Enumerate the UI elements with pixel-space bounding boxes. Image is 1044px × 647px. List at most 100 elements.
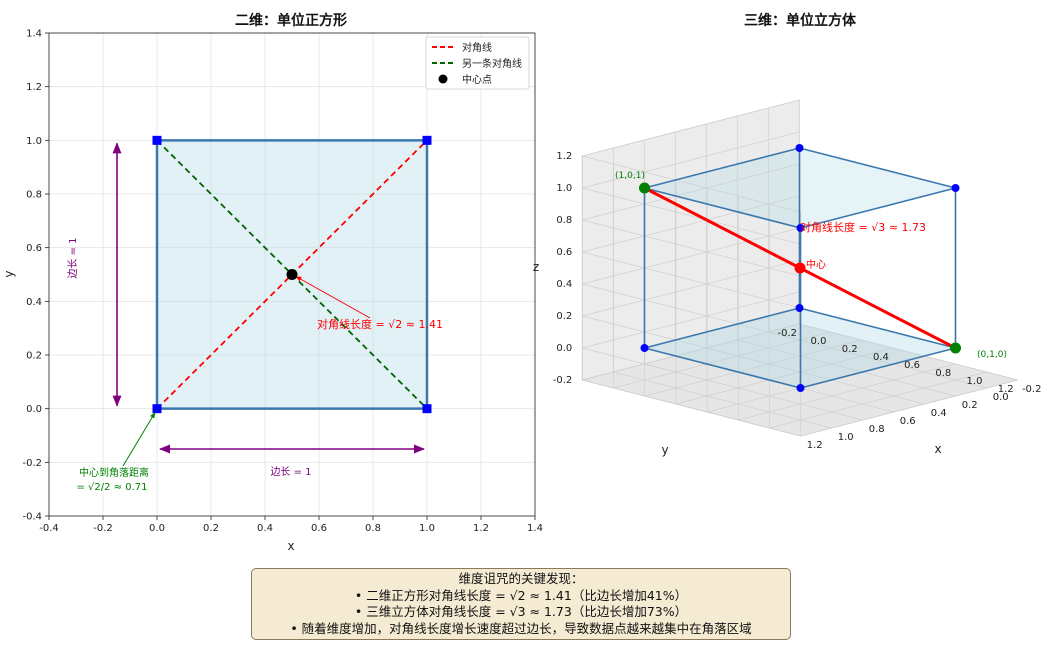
center-label-3d: 中心 (806, 258, 826, 271)
cube-vertex-marker (795, 304, 804, 312)
tick-label-x-3d: 0.8 (869, 424, 885, 435)
tick-label-y-3d: 1.0 (967, 376, 983, 387)
ticks-3d: -0.2 -0.2 -0.2 0.0 0.0 0.0 0.2 0.2 0.2 0.4 0.4 0.4 0… (553, 151, 1042, 451)
y-axis-label-2d: y (2, 270, 16, 277)
tick-label-x: 1.2 (473, 523, 489, 534)
square-vertex-marker (152, 404, 162, 414)
tick-label-x: 0.2 (203, 523, 219, 534)
legend-2d: 对角线 另一条对角线 中心点 (425, 36, 530, 90)
tick-label-x-3d: 1.2 (807, 440, 823, 451)
vertex-label-101: (1,0,1) (615, 171, 645, 181)
tick-label-x: 0.6 (311, 523, 327, 534)
tick-label-x: 1.4 (527, 523, 543, 534)
grid-3d (613, 371, 832, 429)
grid-3d (582, 227, 800, 285)
legend-center-label: 中心点 (462, 73, 492, 86)
ticks-2d: -0.4 -0.2 0.0 0.2 0.4 0.6 0.8 1.0 1.2 1.4 -0.4 -0.2… (22, 29, 542, 535)
tick-label-x: 0.4 (257, 523, 273, 534)
tick-label-x: 0.8 (365, 523, 381, 534)
grid-3d (582, 251, 801, 309)
grid-3d (706, 347, 925, 405)
cube-edge (799, 307, 956, 349)
chart-3d-title: 三维：单位立方体 (744, 12, 857, 29)
tick-label-y-3d: -0.2 (778, 328, 798, 339)
grid-3d (644, 363, 863, 421)
corner-distance-annotation-line1: 中心到角落距离 (79, 466, 149, 479)
tick-label-x-3d: 0.6 (900, 416, 916, 427)
diag-annotation-arrow (295, 276, 371, 319)
summary-box: 维度诅咒的关键发现： • 二维正方形对角线长度 = √2 ≈ 1.41（比边长增… (251, 568, 791, 640)
tick-label-y: 1.0 (26, 136, 42, 147)
corner-annotation-arrow (122, 412, 156, 467)
grid-3d (582, 163, 800, 221)
tick-label-y: 0.6 (26, 243, 42, 254)
tick-label-x-3d: 1.0 (838, 432, 854, 443)
grid-3d (582, 155, 801, 213)
tick-label-y-3d: 0.2 (842, 344, 858, 355)
tick-label-y: 0.2 (26, 351, 42, 362)
marks-2d (112, 135, 432, 467)
tick-label-y-3d: 0.8 (935, 368, 951, 379)
tick-label-x-3d: 0.4 (931, 408, 947, 419)
cube-vertex-marker (796, 384, 805, 392)
diag-length-annotation-3d: 对角线长度 = √3 ≈ 1.73 (800, 220, 926, 234)
tick-label-x-3d: 0.2 (962, 400, 978, 411)
cube-vertex-marker (795, 144, 804, 152)
grid-3d (582, 187, 801, 245)
grid-3d (769, 371, 987, 429)
legend-center-swatch (438, 74, 448, 84)
chart-3d: 三维：单位立方体 -0.2 -0.2 -0.2 0.0 0.0 0.0 0.2 0.2 0.2 0… (533, 12, 1042, 457)
tick-label-z-3d: 0.8 (556, 215, 572, 226)
tick-label-y: -0.4 (22, 512, 42, 523)
summary-line-2: • 三维立方体对角线长度 = √3 ≈ 1.73（比边长增加73%） (354, 604, 688, 619)
tick-label-y-3d: 0.0 (811, 336, 827, 347)
cube-3d (639, 144, 961, 392)
cube-vertex-marker (796, 224, 805, 232)
center-point (286, 269, 298, 280)
diagonal-end-010 (950, 342, 961, 354)
tick-label-x-3d: 0.0 (993, 392, 1009, 403)
grid-3d (738, 363, 956, 421)
grid-3d (582, 291, 800, 349)
x-axis-label-2d: x (287, 539, 294, 553)
plot-frame-2d (48, 32, 536, 517)
legend-box (425, 36, 530, 90)
square-vertex-marker (152, 135, 162, 145)
tick-label-x-3d: -0.2 (1022, 384, 1042, 395)
z-axis-label-3d: z (533, 260, 539, 274)
grid-3d (613, 331, 831, 389)
summary-line-3: • 随着维度增加，对角线长度增长速度超过边长，导致数据点越来越集中在角落区域 (290, 620, 752, 636)
tick-label-y: 0.4 (26, 297, 42, 308)
cube-edge (644, 307, 800, 349)
tick-label-z-3d: 0.2 (556, 311, 572, 322)
tick-label-y: -0.2 (22, 458, 42, 469)
tick-label-z-3d: 1.0 (556, 183, 572, 194)
tick-label-y-3d: 1.2 (998, 384, 1014, 395)
summary-title: 维度诅咒的关键发现： (458, 571, 584, 586)
chart-2d-title: 二维：单位正方形 (235, 12, 347, 29)
tick-label-y: 0.0 (26, 404, 42, 415)
grid-3d (737, 339, 956, 397)
legend-other-diagonal-label: 另一条对角线 (462, 57, 522, 70)
grid-3d (582, 99, 800, 157)
side-length-horizontal-label: 边长 = 1 (270, 466, 311, 478)
grid-3d (582, 379, 801, 437)
grid-3d (582, 131, 800, 189)
tick-label-x: 1.0 (419, 523, 435, 534)
tick-label-z-3d: 0.6 (556, 247, 572, 258)
cube-edge (644, 187, 801, 229)
cube-vertex-marker (640, 344, 649, 352)
y-axis-label-3d: y (661, 443, 668, 457)
tick-label-y: 1.2 (26, 82, 42, 93)
grid-3d (644, 339, 862, 397)
grid-3d (800, 379, 1018, 437)
tick-label-x: -0.4 (39, 523, 59, 534)
tick-label-x: -0.2 (93, 523, 113, 534)
tick-label-y: 1.4 (26, 29, 42, 40)
cube-edge (644, 347, 801, 389)
grid-3d (582, 195, 800, 253)
legend-diagonal-label: 对角线 (462, 41, 492, 54)
summary-line-1: • 二维正方形对角线长度 = √2 ≈ 1.41（比边长增加41%） (354, 587, 688, 603)
cube-edge (644, 147, 800, 189)
